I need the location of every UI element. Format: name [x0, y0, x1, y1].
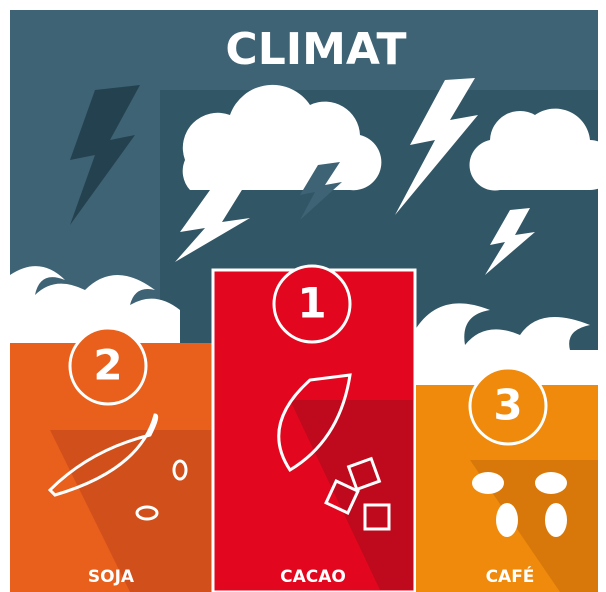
rank: 3: [493, 381, 522, 430]
coffee-bean: [545, 503, 567, 537]
label: CACAO: [280, 567, 346, 587]
rank: 2: [93, 341, 122, 390]
label: CAFÉ: [486, 565, 535, 587]
title: CLIMAT: [225, 24, 406, 75]
infographic: CLIMAT 2 1 3 SOJA CACAO CAFÉ: [0, 0, 606, 592]
rank: 1: [297, 279, 326, 328]
coffee-bean: [535, 472, 567, 494]
coffee-bean: [472, 472, 504, 494]
coffee-bean: [496, 503, 518, 537]
page: CLIMAT 2 1 3 SOJA CACAO CAFÉ (() => { co…: [0, 0, 606, 592]
label: SOJA: [88, 567, 135, 587]
